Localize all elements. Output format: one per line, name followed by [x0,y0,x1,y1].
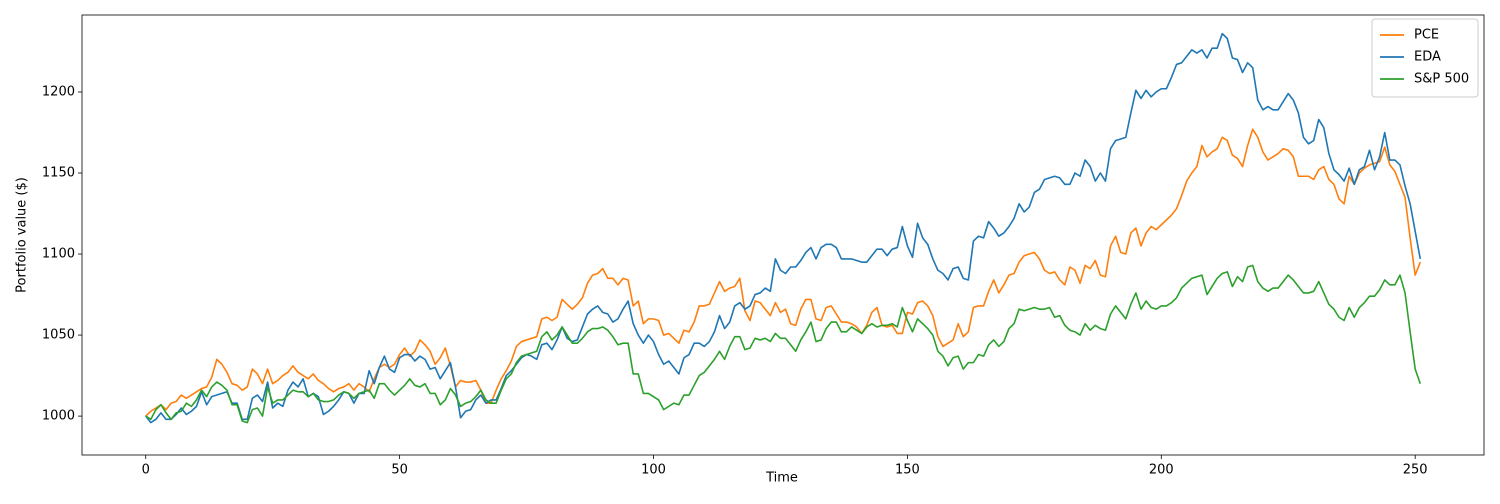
y-axis-label: Portfolio value ($) [15,177,30,293]
x-tick-label: 0 [142,463,150,478]
legend-label: S&P 500 [1414,72,1469,87]
legend-label: EDA [1414,50,1441,65]
series-line [145,264,1422,424]
x-tick-label: 200 [1149,463,1174,478]
y-tick-label: 1150 [42,166,75,181]
legend: PCE EDA S&P 500 [1371,18,1479,98]
y-tick-label: 1050 [42,328,75,343]
y-tick-label: 1100 [42,247,75,262]
x-axis-label: Time [765,471,798,486]
plot-frame [81,14,1485,456]
legend-label: PCE [1414,28,1439,43]
series-line [145,128,1422,417]
x-tick-label: 250 [1403,463,1428,478]
y-tick-label: 1200 [42,84,75,99]
x-tick-label: 150 [895,463,920,478]
x-tick-label: 100 [641,463,666,478]
y-tick-label: 1000 [42,409,75,424]
x-tick-label: 50 [391,463,408,478]
legend-box [1371,18,1479,98]
